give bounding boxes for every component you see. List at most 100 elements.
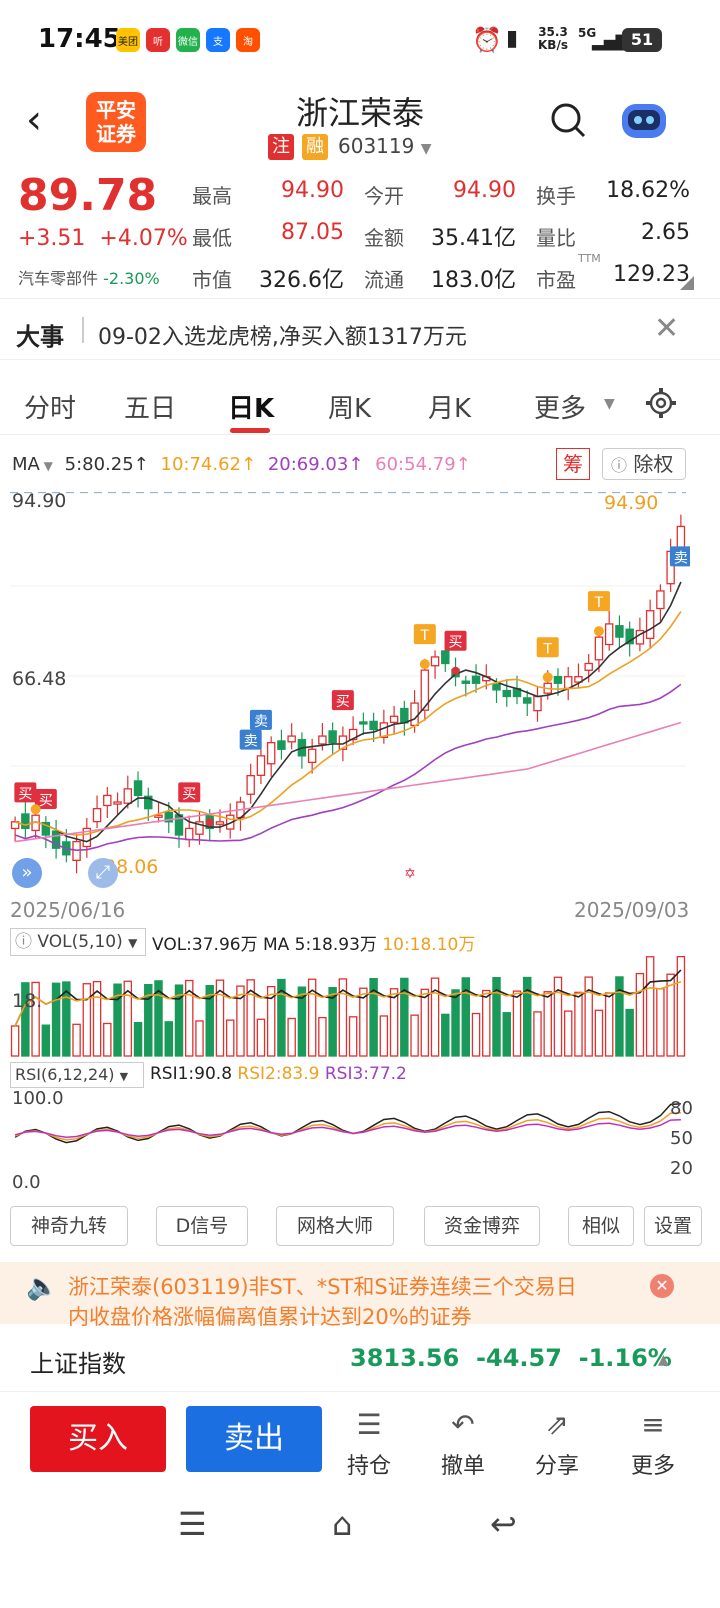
candle	[82, 827, 92, 848]
volume-bar	[656, 988, 665, 1057]
ma20-line	[14, 683, 682, 852]
volume-bar	[553, 976, 563, 1057]
candle	[318, 735, 327, 745]
candle	[256, 755, 266, 776]
tool-button-5[interactable]: 设置	[644, 1206, 702, 1246]
signal-badge	[239, 729, 262, 750]
chip-distribution-button[interactable]: 筹	[556, 448, 590, 480]
volume-bar	[635, 972, 645, 1057]
home-nav-icon[interactable]: ⌂	[332, 1505, 353, 1543]
tool-button-2[interactable]: 网格大师	[276, 1206, 394, 1246]
rsi-selector[interactable]: RSI(6,12,24) ▼	[10, 1062, 144, 1088]
candle	[51, 830, 61, 849]
signal-label: 买	[449, 635, 463, 651]
badge-margin: 融	[302, 134, 328, 160]
volume-bar	[144, 983, 153, 1057]
volume-bar	[461, 977, 471, 1057]
rsi1-line	[14, 1102, 681, 1144]
candle	[389, 715, 399, 723]
volume-bar	[410, 1014, 419, 1057]
volume-bar	[31, 981, 40, 1057]
vibrate-icon: ▮	[506, 26, 519, 51]
volume-bar	[256, 1018, 266, 1057]
close-icon[interactable]: ✕	[650, 1274, 674, 1298]
signal-badge	[413, 624, 436, 645]
share-button[interactable]: ⇗ 分享	[522, 1408, 592, 1480]
menu-nav-icon[interactable]: ☰	[178, 1505, 207, 1543]
stock-code[interactable]: 603119 ▼	[338, 134, 432, 158]
kline-mid-label: 66.48	[12, 668, 67, 690]
volume-bar	[41, 1024, 51, 1057]
quote-value: 94.90	[453, 178, 516, 203]
candle	[113, 801, 122, 805]
cancel-order-button[interactable]: ↶ 撤单	[428, 1408, 498, 1480]
buy-button[interactable]: 买入	[30, 1406, 166, 1472]
volume-bar	[21, 982, 30, 1057]
volume-bar	[676, 956, 686, 1057]
candle	[123, 788, 133, 804]
back-icon[interactable]: ‹	[26, 97, 42, 143]
tab-4[interactable]: 月K	[428, 394, 472, 424]
tab-0[interactable]: 分时	[24, 394, 77, 424]
rsi-chart[interactable]	[10, 1090, 690, 1170]
tool-button-4[interactable]: 相似	[568, 1206, 634, 1246]
price-change: +3.51 +4.07%	[18, 226, 188, 251]
tool-button-1[interactable]: D信号	[156, 1206, 248, 1246]
fullscreen-icon[interactable]: ⤢	[88, 858, 118, 888]
volume-bar	[72, 1023, 81, 1057]
volume-bar	[10, 1025, 20, 1057]
sell-button[interactable]: 卖出	[186, 1406, 322, 1472]
vol-ma10-line	[14, 980, 682, 1027]
vol-legend: VOL:37.96万 MA 5:18.93万 10:18.10万	[152, 935, 476, 955]
volume-bar	[113, 983, 122, 1057]
volume-bar	[666, 973, 675, 1057]
candle	[441, 650, 450, 665]
ex-right-button[interactable]: ⓘ 除权	[602, 448, 686, 480]
volume-bar	[594, 1009, 604, 1057]
volume-bar	[287, 1017, 296, 1057]
candle	[625, 628, 634, 645]
search-icon[interactable]	[548, 100, 588, 140]
vol-selector[interactable]: ⓘ VOL(5,10) ▼	[10, 928, 146, 956]
tab-2[interactable]: 日K	[228, 394, 275, 424]
back-nav-icon[interactable]: ↩	[490, 1505, 517, 1543]
quote-value: 129.23	[613, 262, 690, 287]
signal-dot	[30, 804, 41, 815]
more-button[interactable]: ≡ 更多	[618, 1408, 688, 1480]
volume-chart[interactable]	[10, 956, 690, 1058]
risk-warning-bar[interactable]: 🔈 浙江荣泰(603119)非ST、*ST和S证券连续三个交易日 内收盘价格涨幅…	[0, 1262, 720, 1326]
tab-3[interactable]: 周K	[328, 394, 372, 424]
taobao-icon: 淘	[236, 28, 260, 52]
volume-bar	[420, 988, 430, 1057]
candle	[656, 590, 665, 610]
tool-button-3[interactable]: 资金博弈	[424, 1206, 540, 1246]
candle	[645, 610, 655, 639]
ma-legend[interactable]: MA ▼ 5:80.25↑ 10:74.62↑ 20:69.03↑ 60:54.…	[12, 454, 471, 475]
tool-button-0[interactable]: 神奇九转	[10, 1206, 128, 1246]
expand-left-icon[interactable]: »	[12, 858, 42, 888]
rsi-80-label: 80	[670, 1098, 693, 1119]
close-icon[interactable]: ✕	[654, 311, 680, 346]
index-ticker[interactable]: 上证指数 3813.56 -44.57 -1.16% ▲	[0, 1324, 720, 1392]
quote-value: 326.6亿	[259, 268, 344, 293]
tab-5[interactable]: 更多	[534, 394, 587, 424]
info-icon: ⓘ	[15, 932, 32, 952]
candle	[21, 813, 30, 830]
ai-assistant-icon[interactable]	[616, 94, 672, 146]
warning-line-2: 内收盘价格涨幅偏离值累计达到20%的证券	[68, 1305, 472, 1326]
news-bar[interactable]: 大事 09-02入选龙虎榜,净买入额1317万元 ✕	[0, 298, 720, 360]
tab-1[interactable]: 五日	[124, 394, 177, 424]
tab-indicator	[230, 428, 270, 433]
candle	[328, 730, 337, 744]
wechat-icon: 微信	[176, 28, 200, 52]
volume-bar	[533, 1011, 542, 1057]
volume-bar	[430, 977, 440, 1057]
candle	[410, 702, 419, 727]
candle	[492, 683, 501, 691]
expand-corner-icon[interactable]	[680, 276, 694, 290]
gear-icon[interactable]	[644, 386, 678, 420]
sector[interactable]: 汽车零部件 -2.30%	[18, 269, 160, 288]
candle	[133, 780, 143, 797]
hold-button[interactable]: ☰ 持仓	[334, 1408, 404, 1480]
